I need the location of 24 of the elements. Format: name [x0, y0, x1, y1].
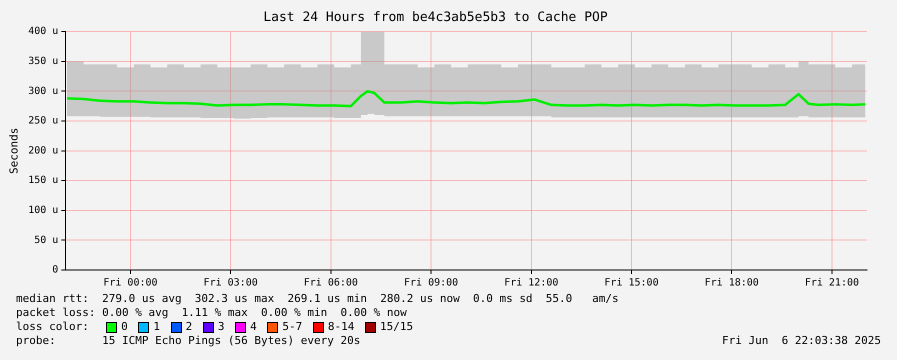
chart-title: Last 24 Hours from be4c3ab5e5b3 to Cache POP [263, 10, 608, 26]
x-tick-label: Fri 00:00 [103, 278, 158, 289]
x-tick-label: Fri 09:00 [404, 278, 458, 289]
text: packet loss: 0.00 % avg 1.11 % max 0.00 % min 0.00 % now [16, 306, 407, 320]
y-tick-label: 150 u [28, 175, 58, 186]
y-tick-label: 350 u [28, 56, 58, 67]
y-tick-label: 0 [52, 264, 58, 276]
x-tick-label: Fri 18:00 [704, 278, 759, 289]
text: Fri Jun 6 22:03:38 2025 [722, 334, 881, 348]
text: median rtt: 279.0 us avg 302.3 us max 269.1 us min 280.2 us now 0.0 ms sd 55.0 am/s [16, 292, 619, 306]
y-tick-label: 200 u [28, 145, 58, 156]
y-tick-label: 300 u [28, 86, 58, 97]
text: loss color: 0 1 2 3 4 5-7 8-14 15/15 [16, 320, 414, 333]
x-tick-label: Fri 21:00 [804, 278, 860, 289]
x-tick-label: Fri 06:00 [304, 278, 358, 289]
x-tick-label: Fri 15:00 [604, 278, 659, 289]
y-tick-label: 50 u [34, 234, 58, 246]
y-axis-title: Seconds [7, 128, 20, 174]
y-tick-label: 100 u [28, 204, 58, 216]
x-tick-label: Fri 03:00 [204, 278, 258, 289]
y-tick-label: 400 u [28, 26, 58, 38]
x-tick-label: Fri 12:00 [504, 278, 558, 289]
text: probe: 15 ICMP Echo Pings (56 Bytes) every 20s [16, 334, 360, 348]
y-tick-label: 250 u [28, 116, 58, 127]
